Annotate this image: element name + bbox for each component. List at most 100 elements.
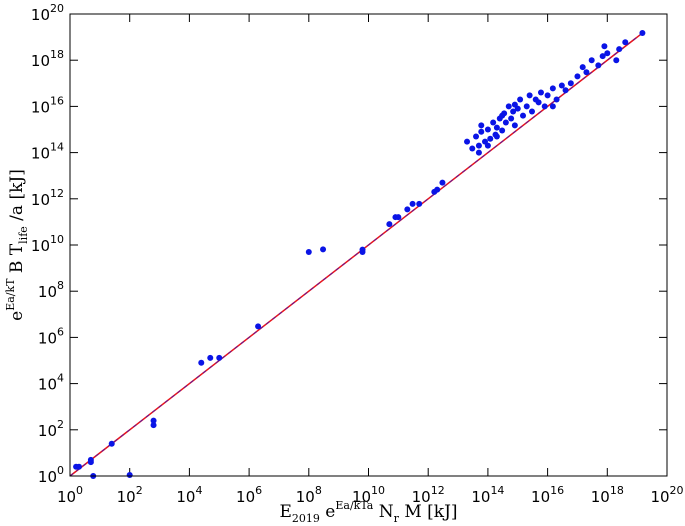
tick-exponent: 14 bbox=[490, 484, 504, 497]
point bbox=[484, 126, 491, 133]
tick-label: 1018 bbox=[31, 48, 64, 70]
point bbox=[499, 127, 506, 134]
tick-exponent: 18 bbox=[610, 484, 624, 497]
point bbox=[601, 43, 608, 50]
point bbox=[409, 200, 416, 207]
tick-label: 1010 bbox=[352, 484, 385, 506]
tick-base: 10 bbox=[352, 488, 371, 506]
point bbox=[599, 53, 606, 60]
tick-base: 10 bbox=[31, 145, 50, 163]
tick-base: 10 bbox=[57, 488, 76, 506]
tick-exponent: 4 bbox=[57, 372, 64, 385]
tick-exponent: 2 bbox=[136, 484, 143, 497]
tick-label: 1020 bbox=[650, 484, 683, 506]
point bbox=[535, 99, 542, 106]
tick-base: 10 bbox=[176, 488, 195, 506]
point bbox=[473, 133, 480, 140]
tick-label: 104 bbox=[38, 372, 64, 394]
point bbox=[216, 354, 223, 361]
point bbox=[404, 206, 411, 213]
point bbox=[487, 135, 494, 142]
point bbox=[126, 472, 133, 479]
tick-base: 10 bbox=[531, 488, 550, 506]
point bbox=[108, 440, 115, 447]
xlabel-part: e bbox=[320, 502, 335, 522]
tick-base: 10 bbox=[38, 468, 57, 486]
point bbox=[490, 119, 497, 126]
tick-exponent: 12 bbox=[50, 187, 64, 200]
tick-label: 1010 bbox=[31, 233, 64, 255]
tick-base: 10 bbox=[31, 52, 50, 70]
point bbox=[502, 119, 509, 126]
tick-base: 10 bbox=[591, 488, 610, 506]
tick-base: 10 bbox=[412, 488, 431, 506]
ylabel-label: eEa/kT B Tlife /a [kJ] bbox=[4, 169, 30, 321]
tick-exponent: 20 bbox=[670, 484, 684, 497]
point bbox=[198, 359, 205, 366]
point bbox=[475, 142, 482, 149]
tick-exponent: 8 bbox=[57, 279, 64, 292]
tick-label: 1012 bbox=[31, 187, 64, 209]
xlabel-part: E bbox=[279, 502, 291, 522]
tick-base: 10 bbox=[471, 488, 490, 506]
tick-exponent: 8 bbox=[315, 484, 322, 497]
tick-base: 10 bbox=[38, 376, 57, 394]
point bbox=[478, 128, 485, 135]
point bbox=[475, 149, 482, 156]
ylabel-part: B T bbox=[7, 243, 27, 278]
point bbox=[305, 248, 312, 255]
point bbox=[150, 422, 157, 429]
point bbox=[595, 62, 602, 69]
tick-label: 100 bbox=[57, 484, 83, 506]
point bbox=[567, 80, 574, 87]
point bbox=[207, 354, 214, 361]
point bbox=[517, 96, 524, 103]
point bbox=[511, 122, 518, 129]
point bbox=[469, 145, 476, 152]
tick-exponent: 10 bbox=[371, 484, 385, 497]
point bbox=[508, 115, 515, 122]
tick-exponent: 18 bbox=[50, 48, 64, 61]
point bbox=[320, 246, 327, 253]
tick-label: 106 bbox=[38, 325, 64, 347]
tick-exponent: 16 bbox=[550, 484, 564, 497]
point bbox=[434, 186, 441, 193]
point bbox=[493, 133, 500, 140]
tick-label: 108 bbox=[296, 484, 322, 506]
point bbox=[416, 200, 423, 207]
point bbox=[75, 463, 82, 470]
point bbox=[604, 50, 611, 57]
tick-exponent: 4 bbox=[195, 484, 202, 497]
tick-base: 10 bbox=[236, 488, 255, 506]
tick-base: 10 bbox=[117, 488, 136, 506]
tick-label: 1018 bbox=[591, 484, 624, 506]
tick-exponent: 2 bbox=[57, 418, 64, 431]
point bbox=[588, 57, 595, 64]
tick-exponent: 0 bbox=[76, 484, 83, 497]
xlabel-part: r bbox=[394, 512, 400, 525]
tick-exponent: 0 bbox=[57, 464, 64, 477]
tick-base: 10 bbox=[31, 237, 50, 255]
tick-label: 106 bbox=[236, 484, 262, 506]
point bbox=[499, 112, 506, 119]
point bbox=[523, 103, 530, 110]
tick-label: 1012 bbox=[412, 484, 445, 506]
point bbox=[622, 39, 629, 46]
point bbox=[541, 103, 548, 110]
point bbox=[395, 214, 402, 221]
tick-label: 1016 bbox=[31, 94, 64, 116]
tick-exponent: 14 bbox=[50, 141, 64, 154]
tick-label: 100 bbox=[38, 464, 64, 486]
point bbox=[537, 89, 544, 96]
ylabel-part: life bbox=[17, 226, 30, 244]
point bbox=[639, 30, 646, 37]
tick-base: 10 bbox=[38, 422, 57, 440]
tick-label: 1016 bbox=[531, 484, 564, 506]
point bbox=[150, 417, 157, 424]
tick-exponent: 10 bbox=[50, 233, 64, 246]
tick-base: 10 bbox=[31, 6, 50, 24]
point bbox=[616, 46, 623, 53]
tick-base: 10 bbox=[38, 329, 57, 347]
point bbox=[464, 138, 471, 145]
